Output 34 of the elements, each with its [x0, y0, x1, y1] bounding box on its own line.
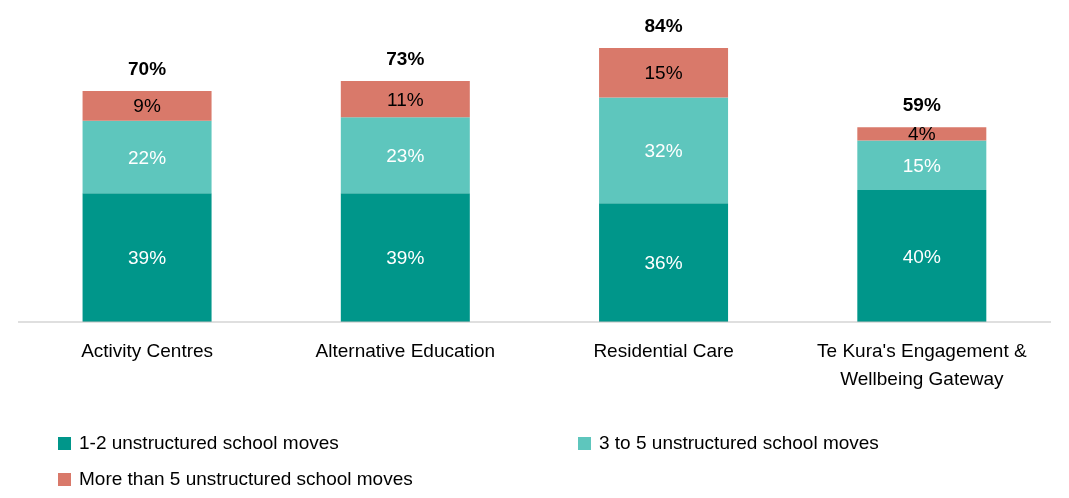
total-label: 70%	[128, 57, 167, 79]
legend-label: More than 5 unstructured school moves	[79, 468, 413, 490]
data-label: 22%	[128, 146, 167, 168]
data-label: 11%	[387, 88, 424, 110]
legend-label: 1-2 unstructured school moves	[79, 432, 339, 454]
total-label: 73%	[386, 48, 425, 70]
bar	[82, 120, 212, 194]
data-label: 9%	[133, 95, 161, 117]
bar	[82, 193, 212, 322]
data-label: 36%	[644, 252, 683, 274]
x-tick-label: Te Kura's Engagement & Wellbeing Gateway	[817, 340, 1027, 390]
total-label: 59%	[902, 94, 941, 116]
data-label: 39%	[386, 247, 425, 269]
data-label: 40%	[902, 245, 941, 267]
bar	[599, 203, 729, 322]
bar	[599, 97, 729, 204]
bar	[82, 90, 212, 121]
data-label: 15%	[644, 62, 683, 84]
bar	[857, 189, 987, 322]
data-label: 4%	[908, 123, 936, 145]
legend-label: 3 to 5 unstructured school moves	[599, 432, 879, 454]
bar	[340, 81, 470, 118]
bar	[340, 117, 470, 194]
bar	[340, 193, 470, 322]
x-tick-label: Alternative Education	[315, 340, 496, 362]
data-label: 32%	[644, 139, 683, 161]
x-tick-label: Activity Centres	[81, 340, 214, 362]
x-tick-label: Residential Care	[593, 340, 734, 362]
data-label: 15%	[902, 154, 941, 176]
data-label: 39%	[128, 247, 167, 269]
data-label: 23%	[386, 144, 425, 166]
bar	[857, 140, 987, 190]
total-label: 84%	[644, 15, 683, 36]
bar	[599, 48, 729, 98]
